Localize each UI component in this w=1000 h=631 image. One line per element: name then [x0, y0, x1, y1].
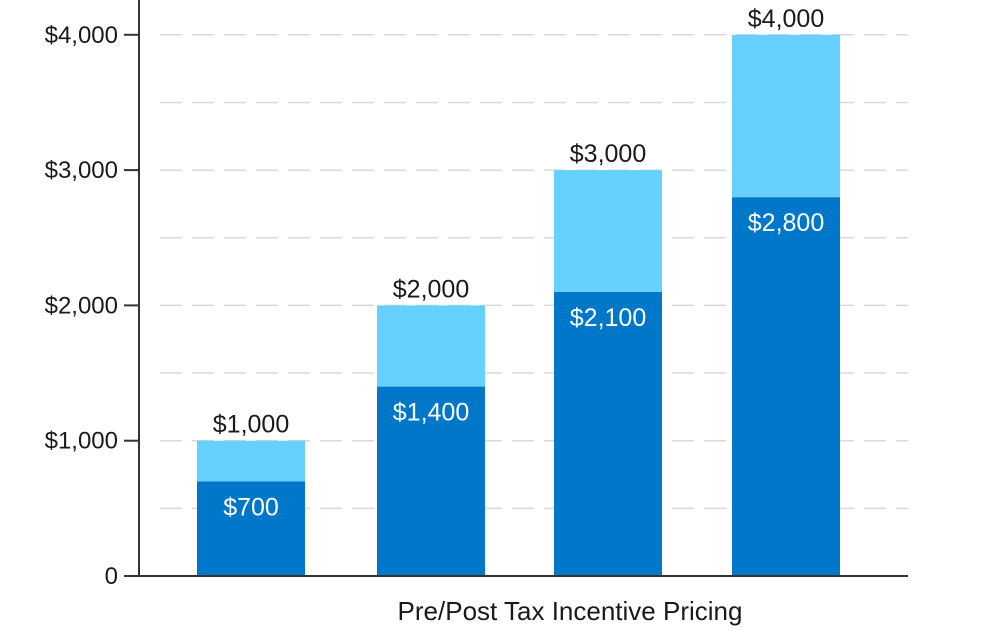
- bar-value-label: $2,800: [748, 209, 824, 237]
- bar-lower-segment: [377, 386, 485, 576]
- bar-total-label: $2,000: [393, 275, 469, 303]
- y-tick-label: $3,000: [45, 157, 118, 184]
- axes: [138, 0, 908, 577]
- bar-upper-segment: [197, 440, 305, 482]
- bar-value-label: $1,400: [393, 399, 469, 427]
- y-ticks: 0 $1,000 $2,000 $3,000 $4,000: [45, 22, 139, 590]
- y-tick-label: $2,000: [45, 292, 118, 319]
- bar-lower-segment: [197, 481, 305, 576]
- data-labels: $700 $1,000 $1,400 $2,000 $2,100 $3,000 $2,800…: [213, 5, 824, 521]
- bars: [197, 34, 840, 576]
- y-tick-label: $4,000: [45, 22, 118, 49]
- x-axis-label: Pre/Post Tax Incentive Pricing: [398, 596, 743, 626]
- y-tick-label: 0: [105, 563, 118, 590]
- bar-total-label: $3,000: [570, 140, 646, 168]
- bar-upper-segment: [554, 170, 662, 292]
- bar-total-label: $1,000: [213, 411, 289, 439]
- y-tick-label: $1,000: [45, 428, 118, 455]
- bar-value-label: $2,100: [570, 304, 646, 332]
- bar-total-label: $4,000: [748, 5, 824, 33]
- bar-lower-segment: [732, 197, 840, 576]
- bar-upper-segment: [732, 34, 840, 198]
- bar-upper-segment: [377, 305, 485, 387]
- bar-value-label: $700: [223, 493, 279, 521]
- bar-lower-segment: [554, 291, 662, 576]
